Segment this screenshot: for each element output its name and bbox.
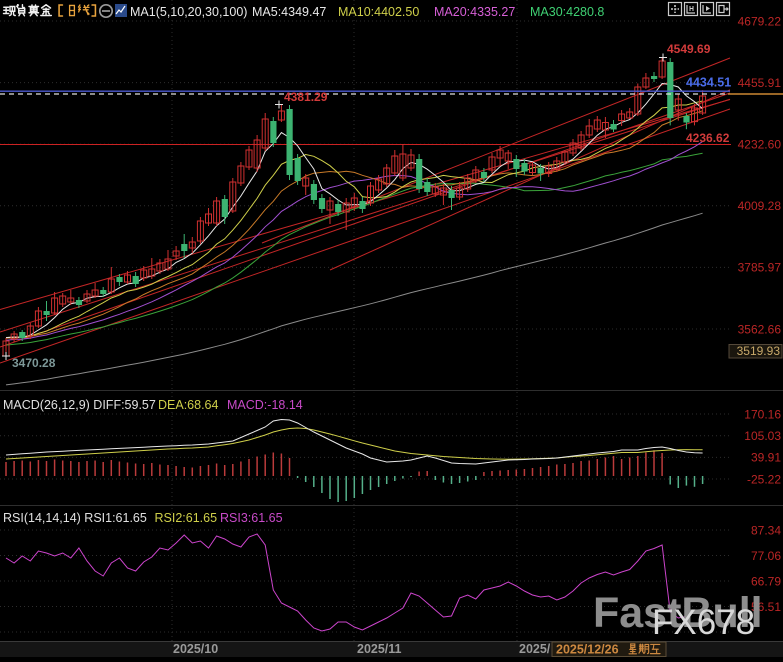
svg-text:MA20:4335.27: MA20:4335.27 bbox=[434, 5, 515, 19]
svg-text:39.91: 39.91 bbox=[751, 451, 781, 465]
svg-text:RSI2:61.65: RSI2:61.65 bbox=[155, 511, 218, 525]
svg-text:MA30:4280.8: MA30:4280.8 bbox=[530, 5, 604, 19]
svg-text:RSI(14,14,14) RSI1:61.65: RSI(14,14,14) RSI1:61.65 bbox=[3, 511, 147, 525]
svg-text:2025/11: 2025/11 bbox=[357, 642, 402, 656]
svg-text:4549.69: 4549.69 bbox=[667, 42, 711, 56]
svg-text:3470.28: 3470.28 bbox=[12, 356, 56, 370]
svg-text:3785.97: 3785.97 bbox=[738, 261, 782, 275]
svg-text:FastBull: FastBull bbox=[593, 589, 763, 637]
svg-text:77.06: 77.06 bbox=[751, 549, 781, 563]
svg-text:4009.28: 4009.28 bbox=[738, 199, 782, 213]
svg-text:DEA:68.64: DEA:68.64 bbox=[158, 398, 219, 412]
svg-text:MA10:4402.50: MA10:4402.50 bbox=[338, 5, 419, 19]
svg-text:2025/12/26: 2025/12/26 bbox=[556, 643, 619, 657]
svg-text:4232.60: 4232.60 bbox=[738, 138, 782, 152]
svg-text:4679.22: 4679.22 bbox=[738, 14, 782, 28]
svg-text:-25.22: -25.22 bbox=[747, 472, 781, 486]
svg-text:3562.66: 3562.66 bbox=[738, 322, 782, 336]
svg-text:66.79: 66.79 bbox=[751, 574, 781, 588]
svg-text:105.03: 105.03 bbox=[744, 429, 781, 443]
svg-text:3519.93: 3519.93 bbox=[737, 344, 781, 358]
svg-text:MACD(26,12,9) DIFF:59.57: MACD(26,12,9) DIFF:59.57 bbox=[3, 398, 156, 412]
svg-text:MA5:4349.47: MA5:4349.47 bbox=[252, 5, 326, 19]
svg-text:4455.91: 4455.91 bbox=[738, 76, 782, 90]
svg-text:4236.62: 4236.62 bbox=[686, 131, 730, 145]
svg-text:87.34: 87.34 bbox=[751, 523, 781, 537]
svg-text:56.51: 56.51 bbox=[751, 600, 781, 614]
svg-text:170.16: 170.16 bbox=[744, 407, 781, 421]
svg-text:2025/10: 2025/10 bbox=[173, 642, 218, 656]
svg-text:MACD:-18.14: MACD:-18.14 bbox=[227, 398, 303, 412]
svg-text:FX678: FX678 bbox=[652, 603, 755, 642]
svg-text:MA1(5,10,20,30,100): MA1(5,10,20,30,100) bbox=[130, 5, 247, 19]
svg-text:RSI3:61.65: RSI3:61.65 bbox=[220, 511, 283, 525]
svg-text:2025/: 2025/ bbox=[519, 642, 551, 656]
svg-text:4381.29: 4381.29 bbox=[284, 90, 328, 104]
svg-text:4434.51: 4434.51 bbox=[686, 76, 731, 90]
